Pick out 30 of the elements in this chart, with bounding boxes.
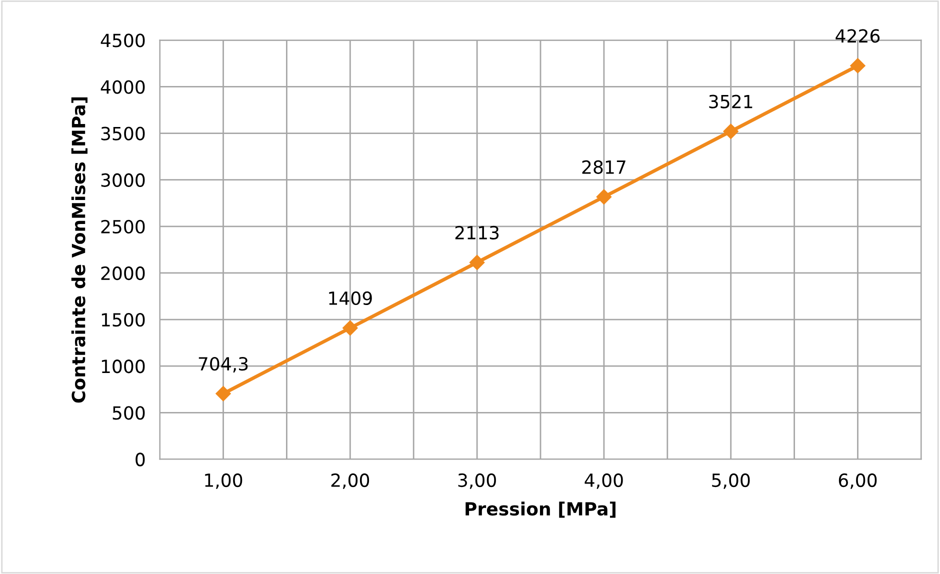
data-label: 2113 — [455, 226, 499, 240]
data-label: 3521 — [709, 94, 752, 108]
point — [469, 254, 485, 270]
y-tick-label: 1500 — [102, 312, 145, 327]
y-tick-label: 500 — [112, 406, 145, 420]
point — [216, 386, 231, 402]
data-label: 1409 — [329, 291, 372, 306]
x-tick-label: 5,00 — [712, 473, 750, 489]
x-tick-label: 6,00 — [838, 473, 877, 489]
x-tick-label: 2,00 — [331, 473, 370, 489]
x-axis-title: Pression [MPa] — [466, 502, 616, 518]
data-label: 4226 — [836, 29, 880, 43]
y-tick-label: 4500 — [100, 34, 145, 48]
point — [850, 58, 866, 74]
y-tick-label: 3000 — [101, 173, 145, 187]
y-tick-label: 0 — [136, 452, 145, 466]
x-tick-label: 3,00 — [458, 473, 496, 489]
point — [723, 124, 738, 139]
data-label: 704,3 — [198, 357, 248, 373]
point — [596, 189, 612, 204]
x-tick-label: 4,00 — [584, 473, 623, 489]
point — [342, 320, 358, 336]
y-tick-label: 4000 — [100, 80, 145, 94]
y-axis-title: Contrainte de VonMises [MPa] — [71, 97, 88, 403]
x-tick-label: 1,00 — [205, 473, 242, 489]
y-tick-label: 2500 — [101, 220, 145, 234]
y-tick-label: 3500 — [101, 126, 145, 140]
y-tick-label: 2000 — [101, 266, 145, 280]
y-tick-label: 1000 — [102, 360, 145, 374]
data-label: 2817 — [582, 160, 626, 174]
